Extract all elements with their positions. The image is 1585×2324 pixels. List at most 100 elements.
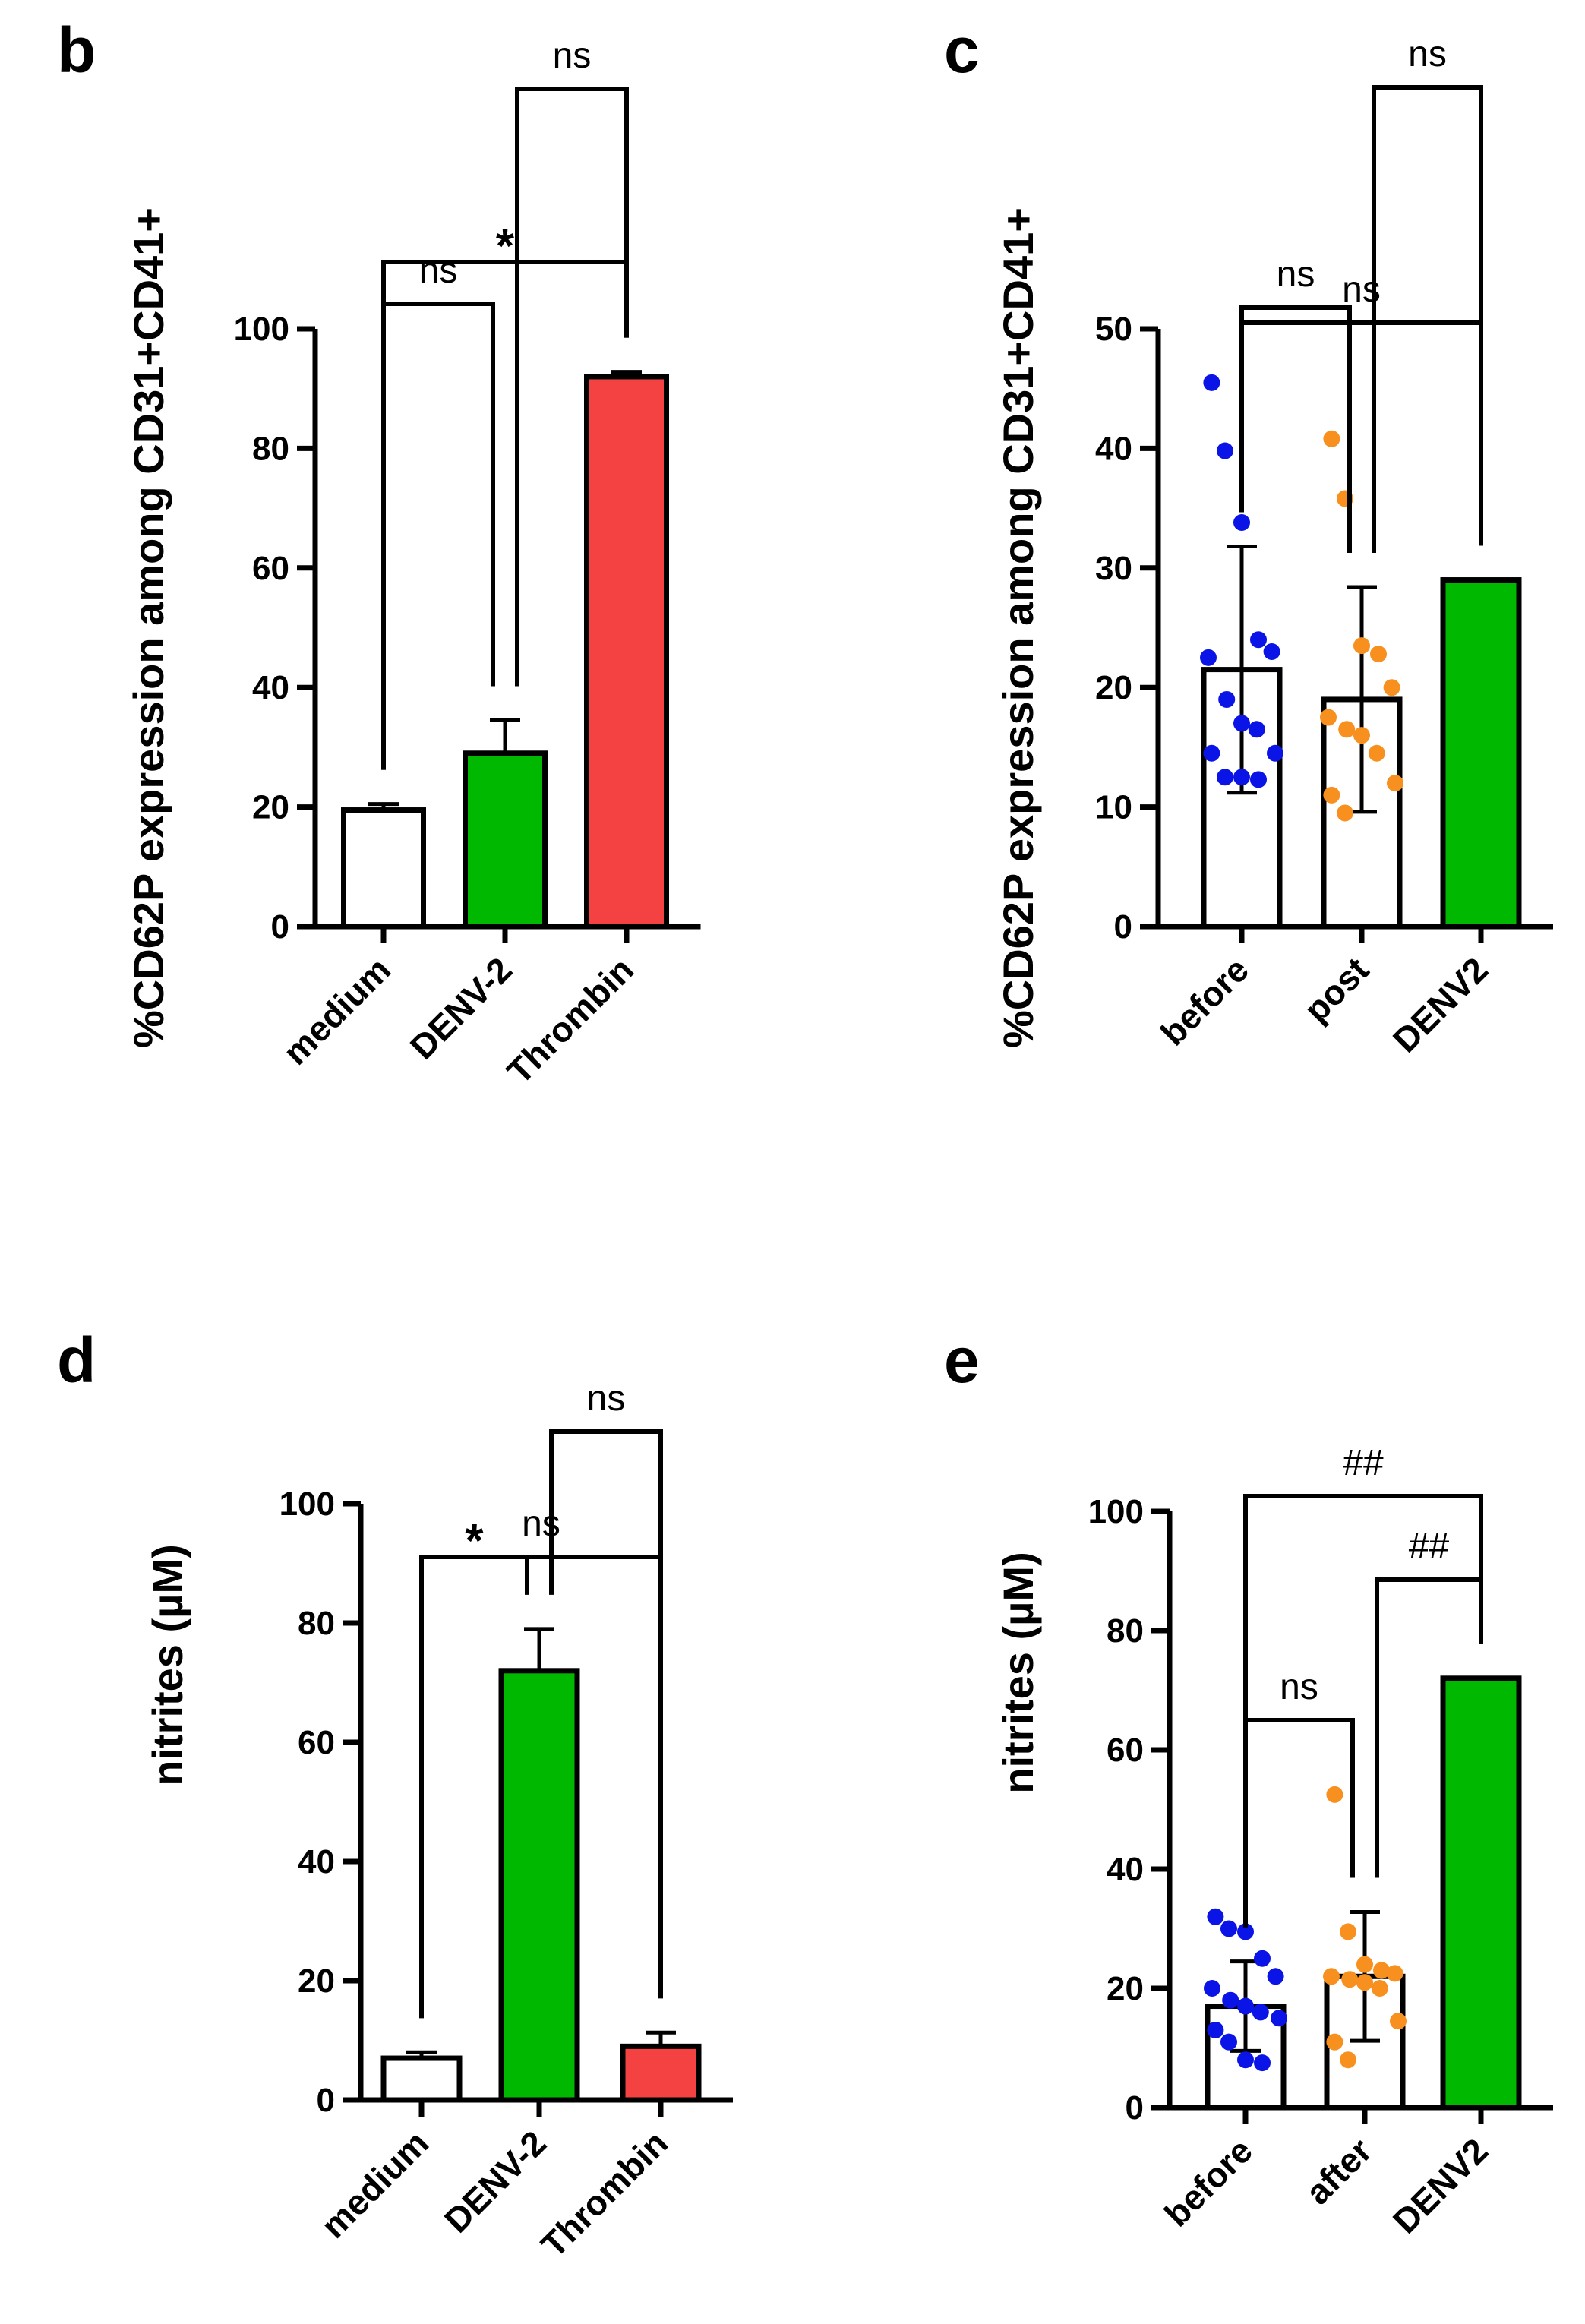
panel-d: d 0 20 40 60 80 100 nitrites (µM) medium DENV-2Th…	[57, 1325, 733, 2265]
panel-letter: c	[944, 14, 980, 86]
bar	[380, 2055, 463, 2103]
y-tick-label: 20	[298, 1962, 335, 2000]
data-point	[1337, 804, 1353, 822]
y-tick-label: 0	[1126, 2089, 1144, 2127]
data-point	[1368, 744, 1385, 762]
data-point	[1326, 2033, 1343, 2051]
y-axis-label: %CD62P expression among CD31+CD41+	[125, 207, 172, 1048]
data-point	[1200, 649, 1217, 666]
data-point	[1222, 1991, 1239, 2009]
data-point	[1373, 1962, 1390, 1979]
data-point	[1218, 690, 1236, 708]
y-tick-label: 10	[1095, 789, 1132, 826]
bar	[1440, 1675, 1522, 2111]
y-tick-label: 30	[1095, 550, 1132, 587]
y-tick-label: 40	[298, 1843, 335, 1880]
x-category-label: after	[1298, 2130, 1379, 2212]
data-point	[1233, 715, 1250, 732]
y-tick-label: 80	[252, 430, 289, 467]
data-point	[1233, 769, 1250, 786]
x-category-label: before	[1153, 949, 1256, 1053]
x-category-label: medium	[314, 2123, 436, 2245]
data-point	[1254, 1950, 1271, 1967]
x-category-label: DENV2	[1385, 949, 1495, 1059]
x-category-label: medium	[276, 949, 398, 1072]
data-point	[1387, 775, 1403, 792]
significance-bracket	[1239, 320, 1483, 546]
y-tick-label: 40	[1095, 430, 1132, 467]
significance-label: ns	[587, 1378, 626, 1419]
data-point	[1340, 2051, 1356, 2069]
x-category-label: DENV-2	[437, 2123, 554, 2240]
data-point	[1237, 2051, 1254, 2069]
y-tick-label: 60	[1107, 1732, 1144, 1769]
data-point	[1217, 442, 1233, 459]
data-point	[1353, 637, 1370, 655]
data-point	[1250, 771, 1267, 788]
y-tick-label: 20	[1107, 1970, 1144, 2007]
significance-bracket	[1372, 85, 1483, 553]
x-category-label: DENV2	[1385, 2130, 1495, 2240]
data-point	[1252, 2004, 1269, 2021]
data-point	[1353, 727, 1370, 744]
y-axis-label: %CD62P expression among CD31+CD41+	[994, 207, 1042, 1048]
significance-bracket	[419, 1555, 663, 2019]
x-category-label: Thrombin	[499, 949, 641, 1091]
significance-label: ns	[419, 251, 458, 291]
data-point	[1371, 1980, 1388, 1997]
x-category-label: post	[1296, 949, 1376, 1029]
y-tick-label: 100	[1088, 1493, 1144, 1530]
y-tick-label: 20	[252, 789, 289, 826]
y-tick-label: 0	[317, 2082, 335, 2119]
bar	[463, 750, 548, 930]
data-point	[1248, 721, 1265, 738]
y-tick-label: 60	[252, 550, 289, 587]
panel-letter: e	[944, 1325, 980, 1396]
data-point	[1254, 2054, 1271, 2072]
bar	[620, 2043, 702, 2103]
significance-label: ns	[522, 1504, 560, 1544]
panel-b: b 0 20 40 60 80 100 %CD62P expression among CD3…	[57, 14, 701, 1091]
panel-e: e 0 20 40 60 80 100 nitrites (µM) before after DEN…	[944, 1325, 1553, 2241]
data-point	[1326, 1786, 1343, 1803]
significance-label: *	[496, 220, 515, 273]
bar	[498, 1668, 580, 2103]
x-category-label: before	[1157, 2130, 1260, 2234]
data-point	[1323, 430, 1340, 447]
data-point	[1267, 744, 1283, 762]
x-category-label: DENV-2	[403, 949, 519, 1066]
data-point	[1207, 2021, 1224, 2038]
data-point	[1203, 374, 1220, 391]
significance-bracket	[1243, 1718, 1355, 1928]
data-point	[1338, 721, 1356, 738]
significance-bracket	[1239, 305, 1352, 553]
panel-c: c 0 10 20 30 40 50 %CD62P expression among CD31…	[944, 14, 1553, 1060]
panel-letter: b	[57, 14, 96, 86]
significance-label: ##	[1409, 1527, 1450, 1567]
data-point	[1370, 646, 1387, 663]
y-tick-label: 80	[298, 1605, 335, 1642]
data-point	[1341, 1971, 1359, 1988]
data-point	[1323, 1968, 1340, 1985]
y-tick-label: 0	[1114, 908, 1132, 946]
y-tick-label: 60	[298, 1724, 335, 1761]
significance-label: ns	[1277, 254, 1315, 295]
significance-label: ##	[1343, 1443, 1384, 1483]
data-point	[1237, 1923, 1254, 1940]
y-tick-label: 40	[1107, 1851, 1144, 1888]
data-point	[1203, 744, 1220, 762]
data-point	[1340, 1923, 1356, 1940]
y-tick-label: 0	[271, 908, 289, 946]
data-point	[1220, 2033, 1237, 2051]
y-tick-label: 20	[1095, 669, 1132, 706]
y-tick-label: 40	[252, 669, 289, 706]
significance-bracket	[381, 302, 495, 770]
y-tick-label: 80	[1107, 1612, 1144, 1650]
y-tick-label: 50	[1095, 311, 1132, 348]
significance-bracket	[515, 87, 629, 687]
data-point	[1320, 709, 1337, 726]
bar	[584, 374, 669, 930]
data-point	[1383, 679, 1400, 696]
bar	[1440, 577, 1522, 930]
data-point	[1386, 1965, 1403, 1982]
